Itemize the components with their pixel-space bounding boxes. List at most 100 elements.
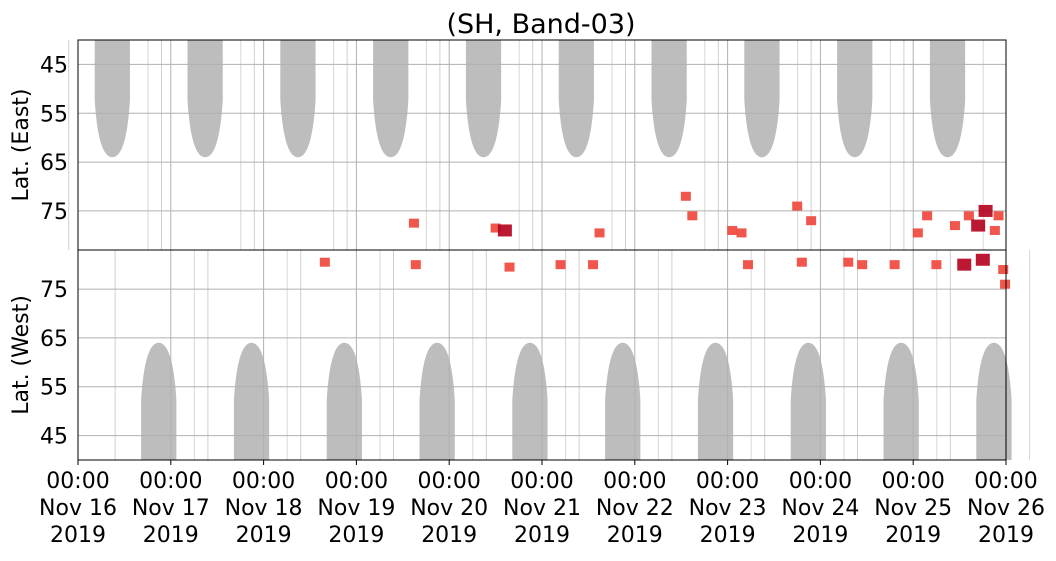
event-mark xyxy=(975,253,990,266)
event-mark xyxy=(989,225,1000,235)
x-tick-date: Nov 25 xyxy=(874,496,952,521)
sunlit-region-west xyxy=(419,342,455,460)
x-tick-year: 2019 xyxy=(792,523,848,548)
x-tick-time: 00:00 xyxy=(696,469,759,494)
x-tick-time: 00:00 xyxy=(46,469,109,494)
x-tick-date: Nov 16 xyxy=(39,496,117,521)
y-tick-label-east: 65 xyxy=(40,151,68,176)
x-tick-time: 00:00 xyxy=(603,469,666,494)
event-mark xyxy=(922,211,933,221)
x-tick-time: 00:00 xyxy=(789,469,852,494)
sunlit-region-east xyxy=(280,40,316,158)
x-tick-date: Nov 26 xyxy=(967,496,1045,521)
x-tick-date: Nov 23 xyxy=(689,496,767,521)
y-tick-label-west: 65 xyxy=(40,327,68,352)
event-mark xyxy=(978,204,993,217)
event-mark xyxy=(889,260,900,270)
x-tick-date: Nov 17 xyxy=(132,496,210,521)
sunlit-region-east xyxy=(373,40,409,158)
sunlit-region-east xyxy=(837,40,873,158)
x-tick-date: Nov 18 xyxy=(225,496,303,521)
event-mark xyxy=(497,224,512,237)
event-mark xyxy=(993,211,1004,221)
sunlit-region-east xyxy=(744,40,780,158)
y-tick-label-east: 55 xyxy=(40,102,68,127)
event-mark xyxy=(504,262,515,272)
event-mark xyxy=(588,260,599,270)
event-mark xyxy=(843,257,854,267)
sunlit-region-east xyxy=(651,40,687,158)
x-tick-year: 2019 xyxy=(885,523,941,548)
x-tick-year: 2019 xyxy=(514,523,570,548)
event-mark xyxy=(806,216,817,226)
x-tick-date: Nov 22 xyxy=(596,496,674,521)
x-tick-time: 00:00 xyxy=(974,469,1037,494)
x-tick-date: Nov 19 xyxy=(317,496,395,521)
sunlit-region-west xyxy=(605,342,641,460)
sunlit-region-east xyxy=(94,40,130,158)
event-mark xyxy=(949,221,960,231)
chart-title: (SH, Band-03) xyxy=(446,9,635,40)
sunlit-region-west xyxy=(790,342,826,460)
event-mark xyxy=(687,211,698,221)
x-tick-year: 2019 xyxy=(328,523,384,548)
event-mark xyxy=(963,211,974,221)
x-tick-time: 00:00 xyxy=(232,469,295,494)
x-tick-date: Nov 21 xyxy=(503,496,581,521)
event-mark xyxy=(680,191,691,201)
x-tick-year: 2019 xyxy=(978,523,1034,548)
x-tick-date: Nov 24 xyxy=(781,496,859,521)
event-mark xyxy=(490,223,501,233)
sunlit-region-west xyxy=(141,342,177,460)
event-mark xyxy=(1000,279,1011,289)
upper-panel-east xyxy=(68,40,984,250)
sunlit-region-west xyxy=(883,342,919,460)
x-tick-year: 2019 xyxy=(607,523,663,548)
y-tick-label-west: 75 xyxy=(40,278,68,303)
event-mark xyxy=(912,228,923,238)
sunlit-region-west xyxy=(512,342,548,460)
x-tick-year: 2019 xyxy=(50,523,106,548)
event-mark xyxy=(957,258,972,271)
event-mark xyxy=(998,265,1009,275)
x-tick-time: 00:00 xyxy=(325,469,388,494)
x-tick-time: 00:00 xyxy=(139,469,202,494)
y-tick-label-east: 45 xyxy=(40,53,68,78)
x-tick-year: 2019 xyxy=(143,523,199,548)
y-tick-label-west: 55 xyxy=(40,376,68,401)
x-tick-time: 00:00 xyxy=(881,469,944,494)
x-tick-time: 00:00 xyxy=(510,469,573,494)
lower-panel-west xyxy=(114,250,1031,460)
sunlit-region-east xyxy=(465,40,502,158)
event-mark xyxy=(796,257,807,267)
x-tick-date: Nov 20 xyxy=(410,496,488,521)
events xyxy=(319,191,1011,289)
event-mark xyxy=(971,219,986,232)
event-mark xyxy=(736,228,747,238)
sunlit-region-east xyxy=(558,40,594,158)
event-mark xyxy=(408,218,419,228)
x-tick-time: 00:00 xyxy=(417,469,480,494)
x-tick-year: 2019 xyxy=(236,523,292,548)
event-mark xyxy=(410,260,421,270)
event-mark xyxy=(727,225,738,235)
sunlit-region-east xyxy=(187,40,223,158)
event-mark xyxy=(743,260,754,270)
event-mark xyxy=(319,257,330,267)
x-tick-year: 2019 xyxy=(421,523,477,548)
event-mark xyxy=(931,260,942,270)
x-tick-year: 2019 xyxy=(700,523,756,548)
sunlit-region-west xyxy=(697,342,734,460)
sunlit-region-west xyxy=(233,342,270,460)
sunlit-region-west xyxy=(326,342,362,460)
event-mark xyxy=(555,260,566,270)
event-mark xyxy=(594,228,605,238)
lower-y-axis-label: Lat. (West) xyxy=(9,295,34,415)
event-mark xyxy=(792,201,803,211)
y-tick-label-east: 75 xyxy=(40,200,68,225)
y-tick-label-west: 45 xyxy=(40,425,68,450)
upper-y-axis-label: Lat. (East) xyxy=(9,89,34,202)
sunlit-region-east xyxy=(929,40,966,158)
